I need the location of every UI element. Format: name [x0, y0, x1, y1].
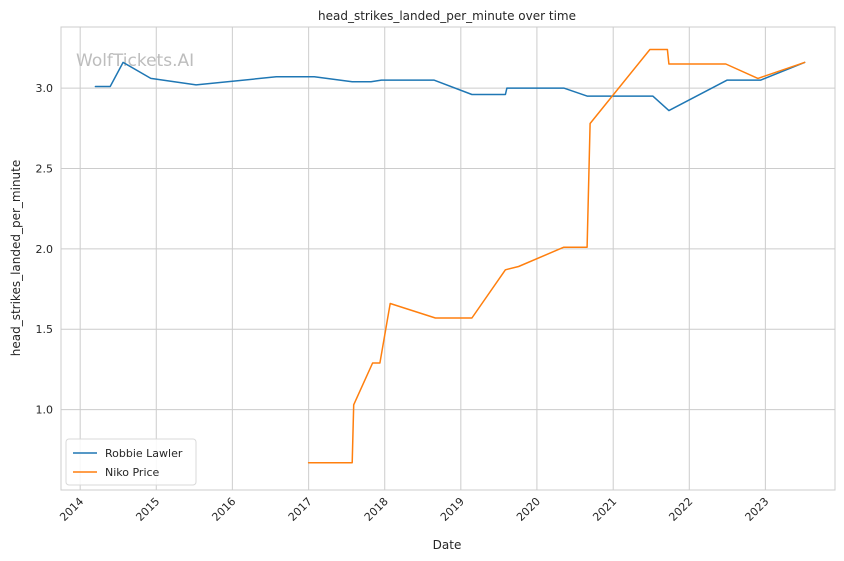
data-point [122, 62, 124, 64]
x-tick-label: 2019 [438, 495, 467, 524]
data-point [649, 49, 651, 51]
data-point [586, 246, 588, 248]
data-point [381, 79, 383, 81]
data-point [652, 95, 654, 97]
legend: Robbie Lawler Niko Price [65, 438, 197, 486]
legend-box [65, 438, 197, 486]
x-tick-label: 2015 [133, 495, 162, 524]
y-tick-label: 1.0 [36, 404, 54, 417]
data-point [276, 76, 278, 78]
data-point [586, 95, 588, 97]
chart-title: head_strikes_landed_per_minute over time [318, 9, 576, 23]
series-line-1 [307, 48, 806, 464]
x-tick-label: 2014 [57, 495, 86, 524]
series-line-0 [94, 61, 806, 112]
data-point [668, 63, 670, 65]
data-point [518, 266, 520, 268]
legend-label: Robbie Lawler [105, 447, 183, 460]
y-tick-label: 2.5 [36, 162, 54, 175]
data-point [353, 404, 355, 406]
x-tick-label: 2020 [514, 495, 543, 524]
x-tick-label: 2022 [666, 495, 695, 524]
data-point [308, 462, 310, 464]
data-point [668, 110, 670, 112]
data-point [95, 86, 97, 88]
data-point [351, 462, 353, 464]
data-point [433, 79, 435, 81]
x-tick-label: 2017 [286, 495, 315, 524]
data-point [563, 87, 565, 89]
data-point [471, 94, 473, 96]
data-point [725, 63, 727, 65]
data-point [757, 78, 759, 80]
data-point [389, 303, 391, 305]
data-point [379, 362, 381, 364]
x-tick-label: 2016 [209, 495, 238, 524]
x-axis-title: Date [433, 538, 462, 552]
x-tick-label: 2021 [590, 495, 619, 524]
data-point [314, 76, 316, 78]
data-point [804, 62, 806, 64]
y-axis-title: head_strikes_landed_per_minute [9, 160, 23, 357]
data-point [370, 81, 372, 83]
data-point [563, 246, 565, 248]
data-point [435, 317, 437, 319]
plot-frame [60, 26, 836, 491]
data-point [726, 79, 728, 81]
y-tick-label: 1.5 [36, 323, 54, 336]
data-point [667, 49, 669, 51]
data-point [150, 78, 152, 80]
data-point [505, 94, 507, 96]
data-point [760, 79, 762, 81]
x-tick-label: 2018 [362, 495, 391, 524]
data-point [109, 86, 111, 88]
y-axis-ticks: 1.0 1.5 2.0 2.5 3.0 [36, 82, 54, 417]
gridlines [61, 27, 835, 490]
y-tick-label: 3.0 [36, 82, 54, 95]
legend-label: Niko Price [105, 466, 160, 479]
data-point [471, 317, 473, 319]
x-tick-label: 2023 [743, 495, 772, 524]
series-lines [94, 48, 806, 464]
x-axis-ticks: 2014 2015 2016 2017 2018 2019 2020 2021 2022 2023 [57, 495, 771, 524]
y-tick-label: 2.0 [36, 243, 54, 256]
data-point [351, 81, 353, 83]
data-point [195, 84, 197, 86]
watermark-text: WolfTickets.AI [76, 51, 194, 71]
data-point [589, 123, 591, 125]
data-point [505, 269, 507, 271]
data-point [372, 362, 374, 364]
data-point [506, 87, 508, 89]
plot-background [61, 27, 835, 490]
